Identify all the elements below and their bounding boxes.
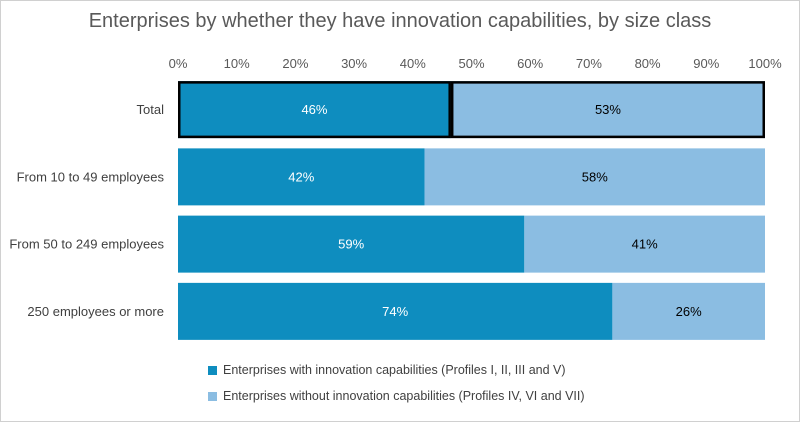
category-label: From 50 to 249 employees [9,237,164,252]
data-label: 41% [632,237,658,252]
x-tick-label: 70% [576,56,602,71]
data-label: 46% [301,102,327,117]
x-tick-label: 40% [400,56,426,71]
x-tick-label: 0% [169,56,188,71]
x-tick-label: 10% [224,56,250,71]
data-label: 53% [595,102,621,117]
x-tick-label: 60% [517,56,543,71]
legend: Enterprises with innovation capabilities… [208,360,585,412]
legend-swatch-with-capabilities [208,365,217,375]
legend-swatch-without-capabilities [208,391,217,401]
data-label: 58% [582,169,608,184]
x-tick-label: 50% [458,56,484,71]
x-tick-label: 80% [635,56,661,71]
legend-item-without-capabilities: Enterprises without innovation capabilit… [208,386,585,406]
bar-segment-with [178,215,525,273]
highlight-outline [450,81,765,139]
x-tick-label: 100% [748,56,782,71]
category-label: Total [137,102,165,117]
data-label: 74% [382,304,408,319]
x-tick-label: 90% [693,56,719,71]
highlight-outline [178,81,451,139]
category-label: 250 employees or more [27,304,164,319]
data-label: 26% [676,304,702,319]
bar-segment-with [178,81,451,139]
category-label: From 10 to 49 employees [17,169,165,184]
legend-item-with-capabilities: Enterprises with innovation capabilities… [208,360,585,380]
bar-segment-with [178,148,425,206]
bar-segment-without [450,81,765,139]
bar-segment-without [524,215,765,273]
data-label: 42% [288,169,314,184]
legend-label-with-capabilities: Enterprises with innovation capabilities… [223,363,566,377]
data-label: 59% [338,237,364,252]
bar-segment-with [178,282,613,340]
x-tick-label: 30% [341,56,367,71]
bar-segment-without [424,148,765,206]
bar-segment-without [612,282,765,340]
chart-title: Enterprises by whether they have innovat… [88,10,712,32]
x-tick-label: 20% [282,56,308,71]
legend-label-without-capabilities: Enterprises without innovation capabilit… [223,389,585,403]
